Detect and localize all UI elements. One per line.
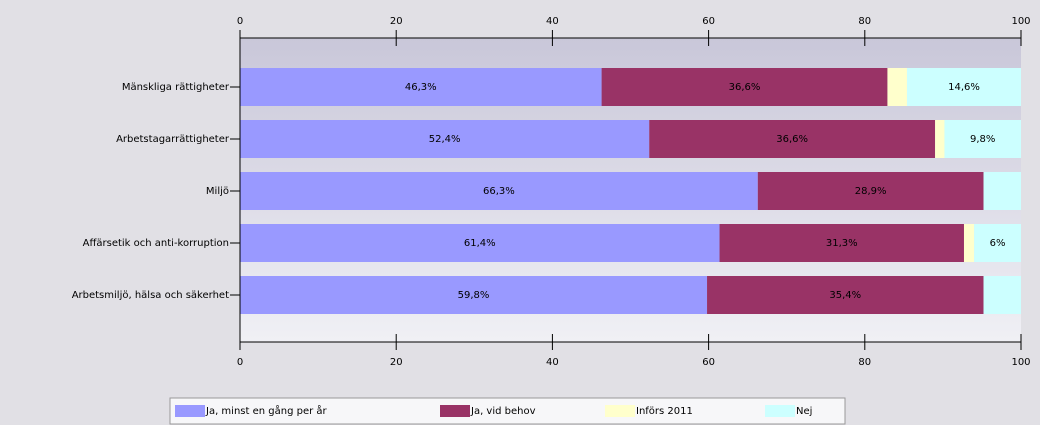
legend-swatch <box>175 405 205 417</box>
bar-segment <box>935 120 945 158</box>
bar-segment <box>974 224 1021 262</box>
y-tick-label: Affärsetik och anti-korruption <box>83 238 229 249</box>
legend-swatch <box>765 405 795 417</box>
bar-segment <box>983 276 1021 314</box>
data-label: 66,3% <box>483 186 515 197</box>
x-tick-label: 20 <box>390 357 403 368</box>
bar-segment <box>240 172 758 210</box>
data-label: 9,8% <box>970 134 995 145</box>
y-tick-label: Arbetstagarrättigheter <box>116 134 230 145</box>
x-tick-label: 60 <box>702 16 715 27</box>
data-label: 6% <box>990 238 1006 249</box>
data-label: 36,6% <box>776 134 808 145</box>
bar-segment <box>649 120 936 158</box>
legend-label: Nej <box>796 406 812 417</box>
x-tick-label: 60 <box>702 357 715 368</box>
bar-segment <box>757 172 984 210</box>
data-label: 52,4% <box>429 134 461 145</box>
data-label: 36,6% <box>729 82 761 93</box>
x-tick-label: 100 <box>1011 16 1030 27</box>
y-tick-label: Arbetsmiljö, hälsa och säkerhet <box>72 290 229 301</box>
bar-segment <box>944 120 1021 158</box>
legend-swatch <box>605 405 635 417</box>
bar-segment <box>963 224 975 262</box>
x-tick-label: 40 <box>546 357 559 368</box>
y-tick-label: Mänskliga rättigheter <box>122 82 230 93</box>
data-label: 35,4% <box>829 290 861 301</box>
data-label: 46,3% <box>405 82 437 93</box>
data-label: 59,8% <box>458 290 490 301</box>
x-tick-label: 0 <box>237 357 243 368</box>
bar-segment <box>240 276 708 314</box>
x-tick-label: 20 <box>390 16 403 27</box>
legend-label: Införs 2011 <box>636 406 693 417</box>
x-tick-label: 0 <box>237 16 243 27</box>
bar-segment <box>707 276 984 314</box>
legend-label: Ja, vid behov <box>470 406 536 417</box>
x-tick-label: 80 <box>858 16 871 27</box>
legend-swatch <box>440 405 470 417</box>
legend <box>169 397 846 425</box>
data-label: 31,3% <box>826 238 858 249</box>
bar-segment <box>240 224 720 262</box>
x-tick-label: 80 <box>858 357 871 368</box>
bar-segment <box>719 224 964 262</box>
legend-label: Ja, minst en gång per år <box>205 404 328 417</box>
bar-segment <box>887 68 907 106</box>
bar-segment <box>983 172 1021 210</box>
x-tick-label: 100 <box>1011 357 1030 368</box>
bar-segment <box>906 68 1021 106</box>
x-tick-label: 40 <box>546 16 559 27</box>
bar-segment <box>601 68 888 106</box>
data-label: 28,9% <box>855 186 887 197</box>
y-tick-label: Miljö <box>206 186 229 197</box>
bar-segment <box>240 68 602 106</box>
bar-segment <box>240 120 650 158</box>
data-label: 61,4% <box>464 238 496 249</box>
data-label: 14,6% <box>948 82 980 93</box>
